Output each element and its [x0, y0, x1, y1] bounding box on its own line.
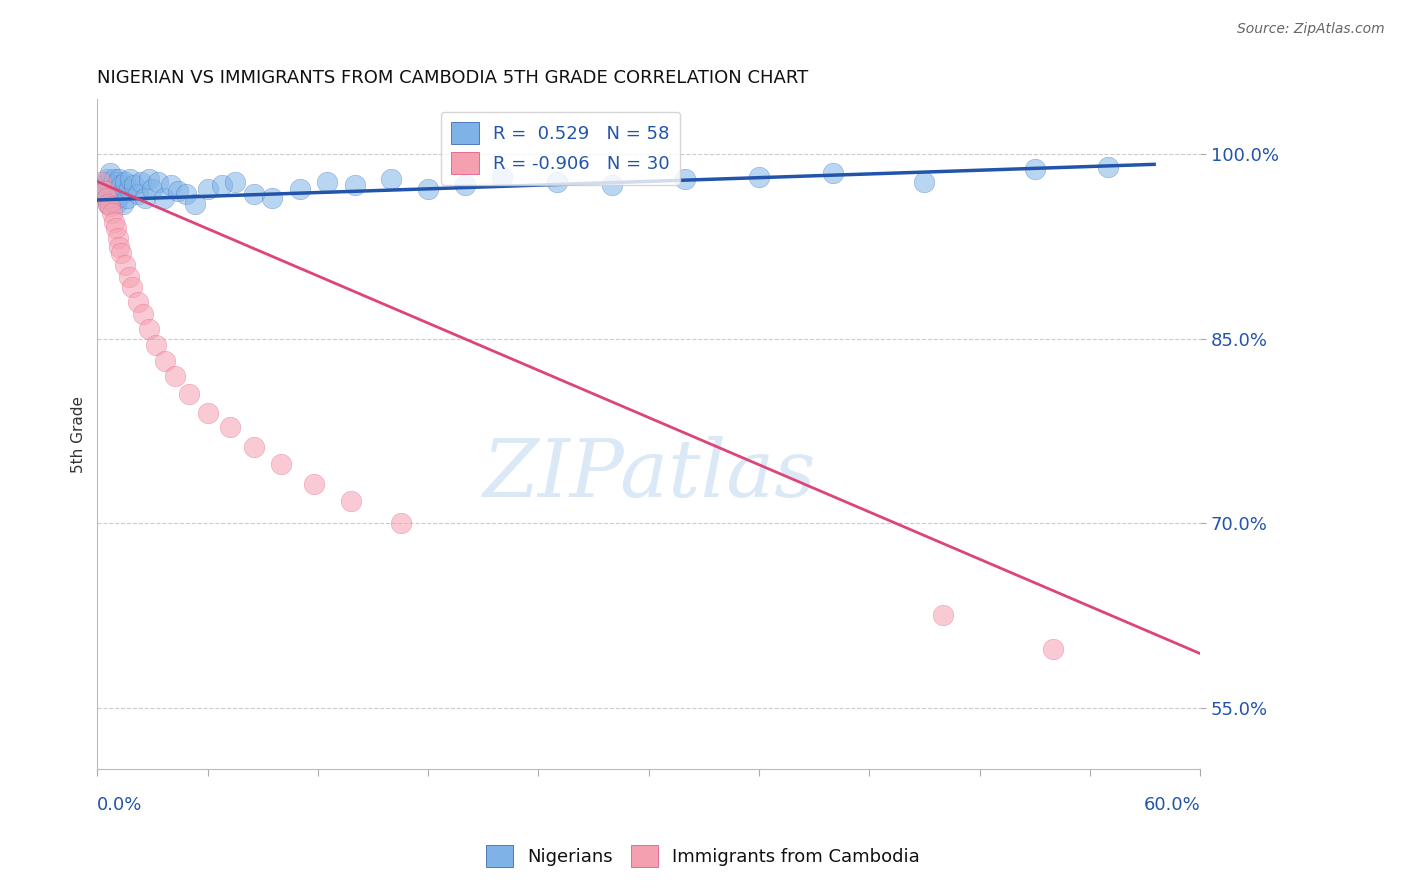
Point	[197, 182, 219, 196]
Point	[302, 477, 325, 491]
Point	[454, 178, 477, 193]
Point	[96, 190, 118, 204]
Point	[122, 178, 145, 193]
Y-axis label: 5th Grade: 5th Grade	[72, 396, 86, 473]
Point	[224, 175, 246, 189]
Point	[117, 270, 139, 285]
Point	[197, 406, 219, 420]
Legend: Nigerians, Immigrants from Cambodia: Nigerians, Immigrants from Cambodia	[478, 838, 928, 874]
Point	[127, 186, 149, 201]
Point	[98, 182, 121, 196]
Point	[932, 608, 955, 623]
Point	[96, 172, 118, 186]
Point	[108, 172, 131, 186]
Point	[98, 199, 121, 213]
Point	[90, 175, 112, 189]
Point	[101, 206, 124, 220]
Point	[110, 186, 132, 201]
Point	[418, 182, 440, 196]
Point	[242, 186, 264, 201]
Point	[211, 178, 233, 193]
Point	[340, 494, 363, 508]
Point	[112, 196, 135, 211]
Point	[146, 175, 169, 189]
Legend: R =  0.529   N = 58, R = -0.906   N = 30: R = 0.529 N = 58, R = -0.906 N = 30	[440, 112, 681, 185]
Point	[132, 307, 155, 321]
Point	[167, 185, 190, 199]
Point	[131, 175, 153, 189]
Point	[98, 166, 121, 180]
Point	[103, 215, 125, 229]
Point	[104, 178, 127, 193]
Point	[675, 172, 697, 186]
Point	[160, 178, 183, 193]
Point	[600, 178, 623, 193]
Point	[138, 172, 160, 186]
Point	[101, 178, 124, 193]
Point	[104, 196, 127, 211]
Point	[163, 368, 186, 383]
Point	[343, 178, 366, 193]
Text: 0.0%: 0.0%	[97, 796, 143, 814]
Point	[110, 245, 132, 260]
Point	[288, 182, 311, 196]
Point	[155, 354, 177, 368]
Point	[114, 258, 136, 272]
Point	[218, 420, 240, 434]
Point	[184, 196, 207, 211]
Point	[380, 172, 402, 186]
Point	[1097, 160, 1119, 174]
Point	[114, 175, 136, 189]
Point	[93, 185, 115, 199]
Point	[748, 169, 770, 184]
Point	[96, 190, 118, 204]
Point	[117, 182, 139, 196]
Point	[107, 190, 129, 204]
Point	[127, 295, 149, 310]
Point	[107, 231, 129, 245]
Point	[104, 221, 127, 235]
Point	[912, 175, 935, 189]
Point	[260, 190, 283, 204]
Text: ZIPatlas: ZIPatlas	[482, 435, 815, 513]
Point	[97, 175, 120, 189]
Point	[107, 175, 129, 189]
Point	[91, 178, 114, 193]
Point	[546, 175, 568, 189]
Point	[141, 182, 163, 196]
Point	[389, 516, 412, 531]
Text: Source: ZipAtlas.com: Source: ZipAtlas.com	[1237, 22, 1385, 37]
Point	[97, 196, 120, 211]
Point	[97, 196, 120, 211]
Point	[134, 190, 156, 204]
Point	[108, 182, 131, 196]
Point	[120, 172, 142, 186]
Point	[491, 169, 513, 184]
Point	[103, 172, 125, 186]
Point	[110, 178, 132, 193]
Point	[821, 166, 844, 180]
Point	[90, 185, 112, 199]
Point	[1042, 641, 1064, 656]
Point	[270, 457, 292, 471]
Point	[101, 194, 124, 209]
Point	[316, 175, 339, 189]
Point	[108, 240, 131, 254]
Point	[115, 190, 138, 204]
Text: 60.0%: 60.0%	[1143, 796, 1201, 814]
Point	[242, 440, 264, 454]
Point	[138, 322, 160, 336]
Point	[145, 338, 167, 352]
Point	[174, 186, 197, 201]
Point	[152, 190, 174, 204]
Point	[179, 387, 201, 401]
Point	[121, 280, 143, 294]
Point	[93, 186, 115, 201]
Text: NIGERIAN VS IMMIGRANTS FROM CAMBODIA 5TH GRADE CORRELATION CHART: NIGERIAN VS IMMIGRANTS FROM CAMBODIA 5TH…	[97, 69, 808, 87]
Point	[1024, 162, 1046, 177]
Point	[103, 186, 125, 201]
